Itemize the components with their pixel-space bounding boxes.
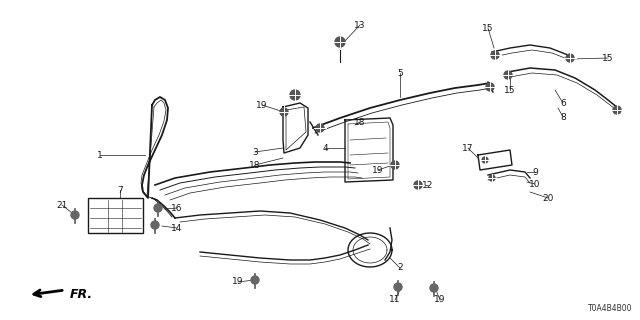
- Text: 19: 19: [435, 295, 445, 305]
- Circle shape: [566, 54, 574, 62]
- Circle shape: [486, 83, 494, 91]
- Text: 18: 18: [355, 117, 365, 126]
- Circle shape: [154, 204, 162, 212]
- Circle shape: [394, 283, 402, 291]
- Circle shape: [251, 276, 259, 284]
- Text: 9: 9: [532, 167, 538, 177]
- Text: 6: 6: [560, 99, 566, 108]
- Text: 5: 5: [397, 68, 403, 77]
- Text: 14: 14: [172, 223, 182, 233]
- Bar: [88, 198, 143, 233]
- Circle shape: [489, 175, 495, 181]
- Text: 11: 11: [389, 295, 401, 305]
- Circle shape: [290, 90, 300, 100]
- Text: 12: 12: [422, 180, 434, 189]
- Text: 17: 17: [462, 143, 474, 153]
- Circle shape: [335, 37, 345, 47]
- Circle shape: [430, 284, 438, 292]
- Text: 8: 8: [560, 113, 566, 122]
- Text: 21: 21: [56, 201, 68, 210]
- Text: 18: 18: [249, 161, 260, 170]
- Text: 3: 3: [252, 148, 258, 156]
- Circle shape: [391, 161, 399, 169]
- Text: 13: 13: [355, 20, 365, 29]
- Text: T0A4B4B00: T0A4B4B00: [588, 304, 632, 313]
- Circle shape: [504, 71, 512, 79]
- Circle shape: [71, 211, 79, 219]
- Text: FR.: FR.: [70, 289, 93, 301]
- Text: 19: 19: [372, 165, 384, 174]
- Text: 19: 19: [256, 100, 268, 109]
- Text: 7: 7: [117, 186, 123, 195]
- Text: 19: 19: [232, 277, 244, 286]
- Circle shape: [491, 51, 499, 59]
- Circle shape: [151, 221, 159, 229]
- Text: 15: 15: [504, 85, 516, 94]
- Text: 1: 1: [97, 150, 103, 159]
- Circle shape: [414, 181, 422, 189]
- Text: 15: 15: [602, 53, 614, 62]
- Text: 16: 16: [172, 204, 183, 212]
- Text: 2: 2: [397, 263, 403, 273]
- Text: 4: 4: [322, 143, 328, 153]
- Circle shape: [482, 157, 488, 163]
- Circle shape: [280, 108, 288, 116]
- Circle shape: [316, 124, 324, 132]
- Text: 20: 20: [542, 194, 554, 203]
- Circle shape: [613, 106, 621, 114]
- Text: 15: 15: [483, 23, 493, 33]
- Text: 10: 10: [529, 180, 541, 188]
